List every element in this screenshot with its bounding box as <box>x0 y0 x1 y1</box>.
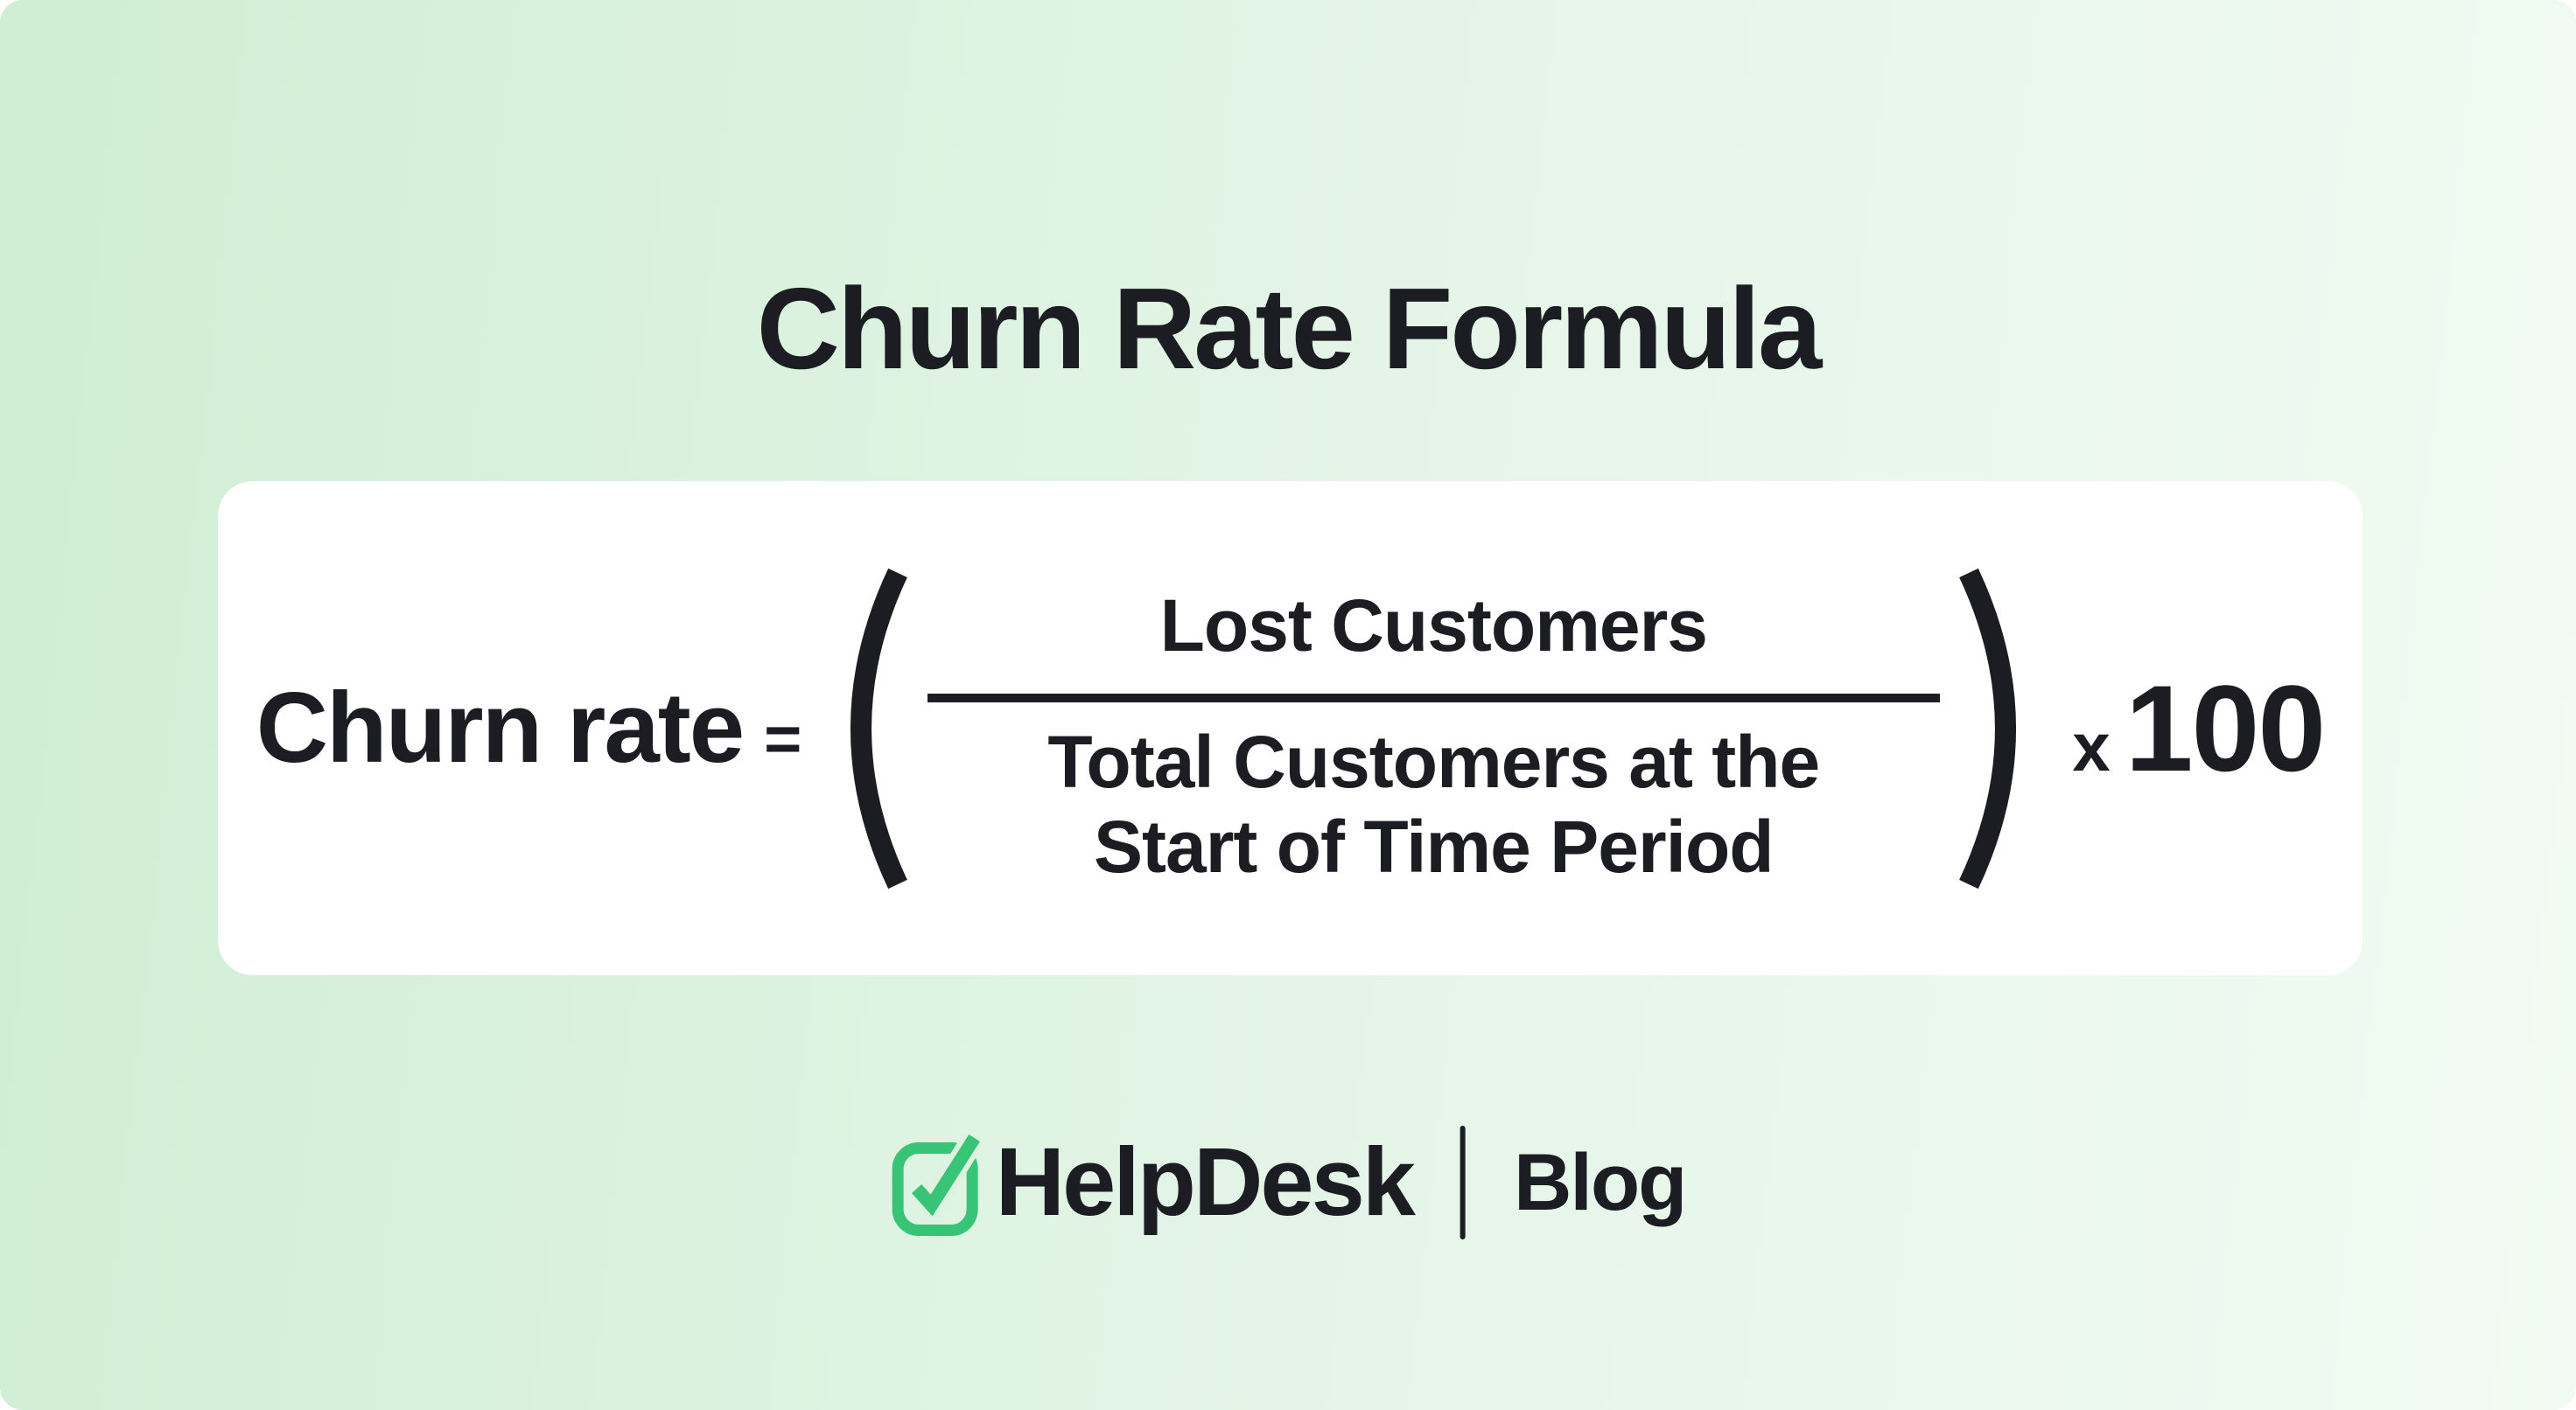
fraction-bar <box>927 694 1940 702</box>
fraction: Lost Customers Total Customers at the St… <box>926 584 1941 890</box>
fraction-numerator: Lost Customers <box>1159 584 1708 667</box>
multiplier-value: 100 <box>2124 659 2327 797</box>
footer-brand-row: HelpDesk Blog <box>891 1126 1687 1239</box>
fraction-denominator-line2: Start of Time Period <box>1094 806 1774 889</box>
brand-name: HelpDesk <box>995 1128 1416 1236</box>
times-sign: x <box>2072 708 2110 785</box>
fraction-denominator-line1: Total Customers at the <box>1047 721 1820 803</box>
multiplier: x 100 <box>2072 659 2327 797</box>
fraction-denominator: Total Customers at the Start of Time Per… <box>1047 720 1820 890</box>
formula-lhs-label: Churn rate <box>256 672 745 784</box>
left-parenthesis-glyph <box>850 568 908 889</box>
equals-sign: = <box>764 702 802 775</box>
formula-card: Churn rate = Lost Customers Total Custom… <box>218 481 2362 975</box>
helpdesk-check-icon <box>892 1131 980 1236</box>
page-title: Churn Rate Formula <box>756 264 1823 394</box>
footer-divider <box>1460 1126 1466 1239</box>
right-parenthesis-glyph <box>1959 568 2017 889</box>
formula-row: Churn rate = Lost Customers Total Custom… <box>256 566 2327 891</box>
footer-section-label: Blog <box>1513 1138 1687 1227</box>
